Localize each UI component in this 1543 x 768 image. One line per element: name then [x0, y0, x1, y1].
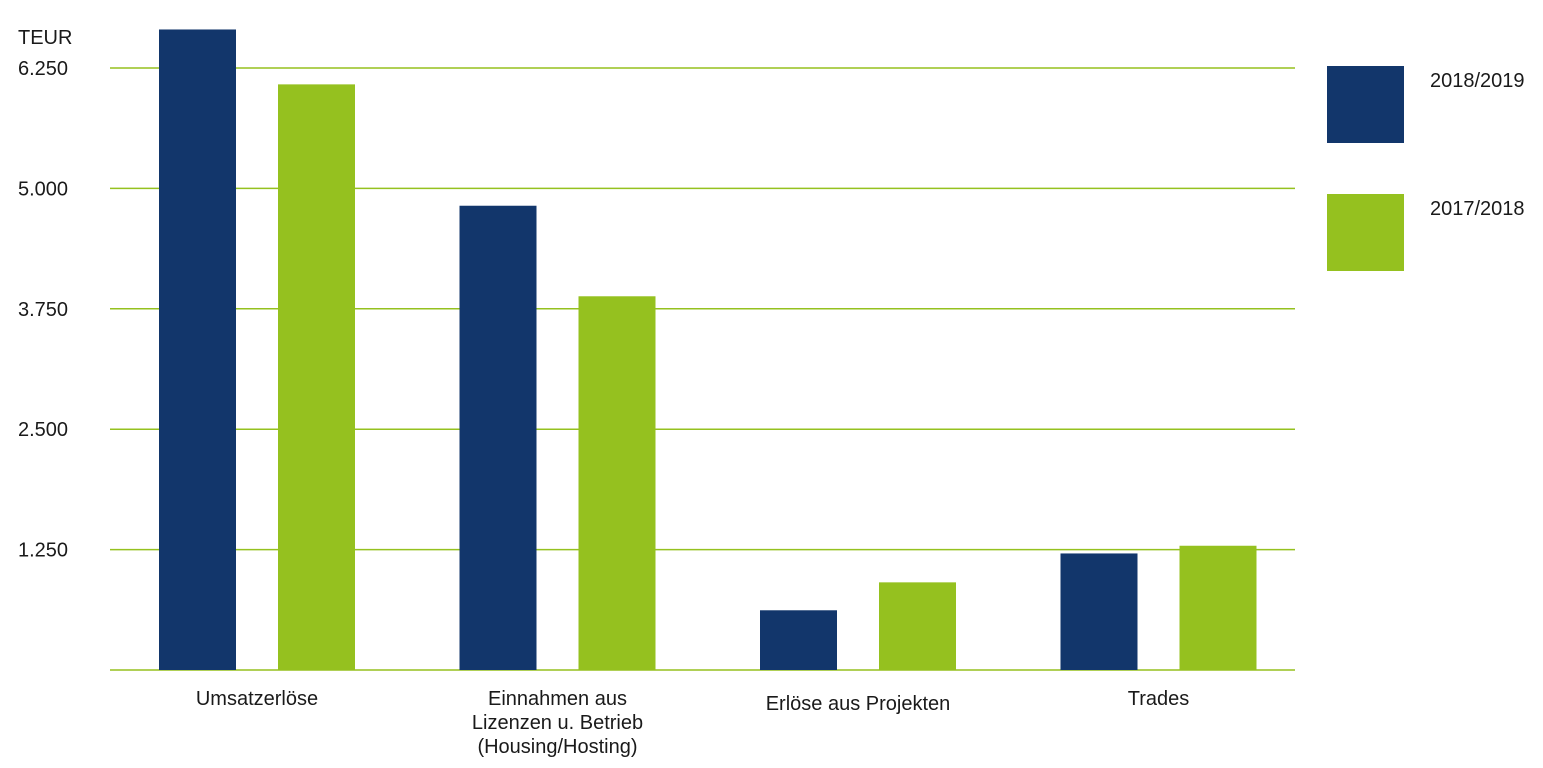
bar-series2 — [278, 84, 355, 671]
legend-swatch — [1327, 66, 1404, 143]
category-label: Umsatzerlöse — [196, 688, 318, 710]
bar-series1 — [1060, 553, 1138, 670]
legend-label: 2018/2019 — [1430, 70, 1525, 92]
y-tick-label: 5.000 — [18, 178, 68, 200]
y-tick-label: 2.500 — [18, 419, 68, 441]
bar-series1 — [459, 205, 537, 670]
bar-series1 — [760, 610, 837, 670]
bar-series1 — [159, 29, 236, 671]
category-label-line: Trades — [1128, 688, 1190, 710]
legend: 2018/2019 2017/2018 — [1327, 66, 1525, 271]
y-tick-label: 1.250 — [18, 540, 68, 562]
bar-series2 — [1179, 545, 1257, 670]
category-label-line: Erlöse aus Projekten — [766, 693, 951, 715]
category-label: Einnahmen aus Lizenzen u. Betrieb (Housing… — [472, 688, 643, 758]
category-label-line: Lizenzen u. Betrieb — [472, 712, 643, 734]
category-label: Trades — [1128, 688, 1190, 710]
category-label-line: Umsatzerlöse — [196, 688, 318, 710]
legend-swatch — [1327, 194, 1404, 271]
bar-series2 — [578, 296, 656, 670]
y-tick-label: 3.750 — [18, 299, 68, 321]
legend-label: 2017/2018 — [1430, 198, 1525, 220]
category-label-line: (Housing/Hosting) — [477, 736, 637, 758]
y-tick-label: 6.250 — [18, 58, 68, 80]
category-label: Erlöse aus Projekten — [766, 693, 951, 715]
bar-series2 — [879, 582, 956, 670]
y-unit-label: TEUR — [18, 27, 72, 49]
category-label-line: Einnahmen aus — [488, 688, 627, 710]
bars — [159, 29, 1257, 671]
x-axis-labels: Umsatzerlöse Einnahmen aus Lizenzen u. Bet… — [196, 688, 1189, 758]
y-axis-ticks: 1.250 2.500 3.750 5.000 6.250 — [18, 58, 68, 562]
